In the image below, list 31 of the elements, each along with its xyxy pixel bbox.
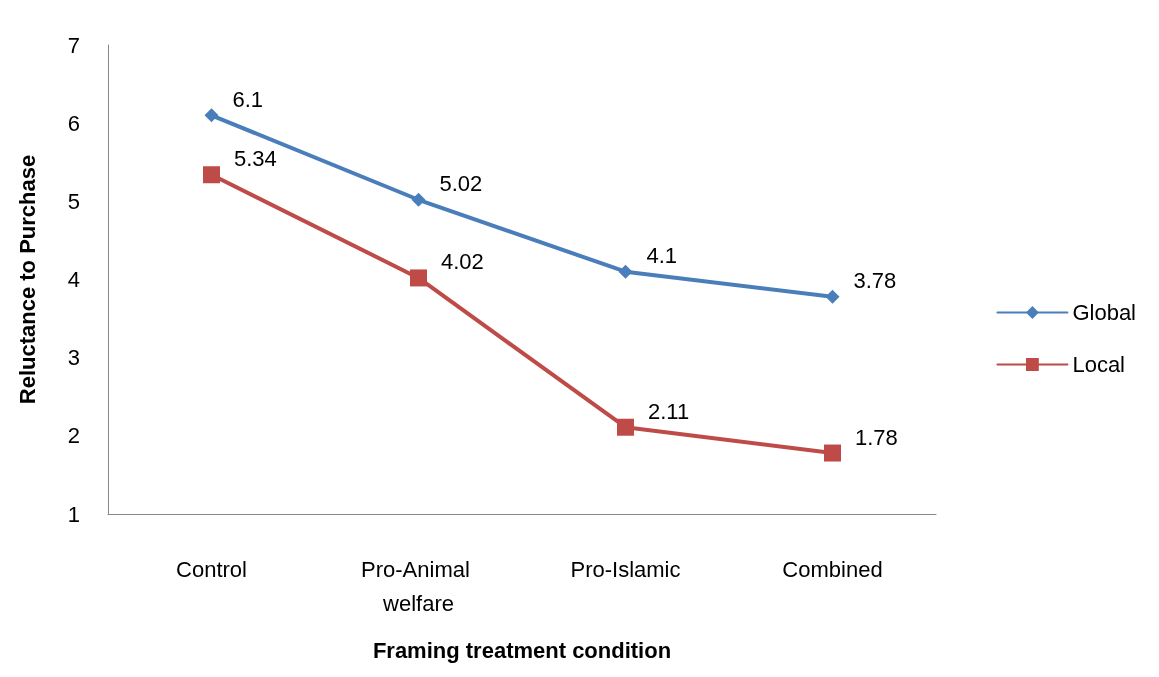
data-label: 6.1 [232,86,264,112]
x-tick-label: Pro-Islamic [570,556,681,582]
y-tick-label: 3 [67,345,80,371]
data-label: 2.11 [648,398,690,424]
y-tick-label: 1 [67,501,80,527]
y-tick-label: 2 [67,423,80,449]
point [825,289,840,304]
point [617,418,634,436]
data-label: 5.34 [234,146,277,172]
point [824,444,841,462]
y-tick-label: 4 [67,267,80,292]
y-tick-label: 6 [67,110,80,136]
x-tick-label: Control [176,556,247,582]
y-tick-label: 5 [67,188,80,214]
point [618,264,633,279]
x-axis-title: Framing treatment condition [372,637,672,663]
legend-label: Local [1072,352,1125,377]
point [410,269,427,287]
data-label: 4.02 [441,249,484,275]
point [204,108,219,123]
data-label: 3.78 [853,268,897,294]
data-label: 1.78 [855,424,898,450]
data-label: 5.02 [439,171,483,197]
y-axis-title: Reluctance to Purchase [14,154,40,405]
x-tick-label: Pro-Animal welfare [361,556,476,616]
point [203,166,220,184]
x-tick-label: Combined [782,556,883,582]
point [411,192,426,207]
y-tick-label: 7 [67,32,80,58]
data-label: 4.1 [646,243,678,269]
legend-label: Global [1072,300,1136,325]
